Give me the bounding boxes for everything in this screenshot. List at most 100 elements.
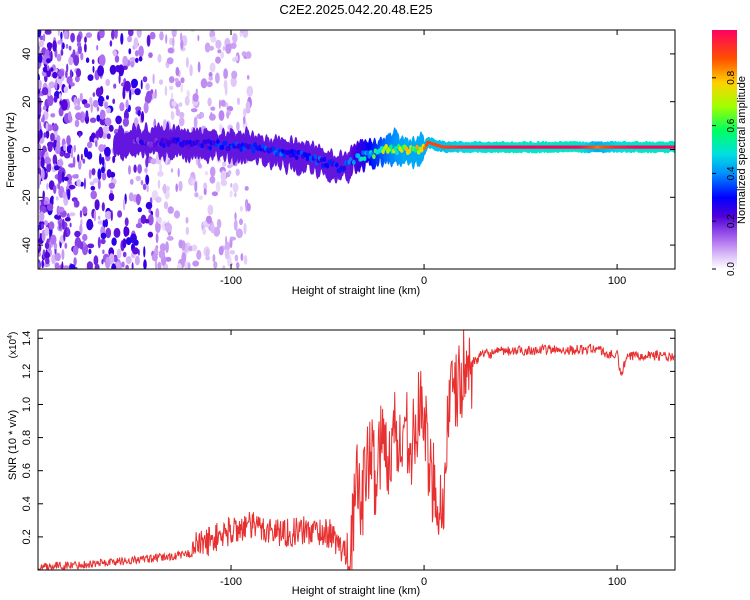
noise-blob (179, 111, 185, 119)
noise-blob (79, 92, 83, 102)
noise-blob (42, 114, 45, 123)
noise-blob (99, 117, 107, 126)
noise-blob (122, 198, 126, 211)
noise-blob (134, 88, 141, 96)
noise-blob (170, 111, 175, 121)
noise-blob (44, 251, 50, 259)
noise-blob (135, 223, 143, 229)
noise-blob (197, 34, 200, 42)
noise-blob (175, 66, 180, 77)
noise-blob (123, 80, 131, 92)
noise-blob (169, 85, 174, 91)
noise-blob (95, 87, 102, 97)
noise-blob (47, 143, 53, 152)
ridge-core (361, 150, 365, 156)
ridge-core (281, 148, 285, 154)
spectrogram-x-ticks: -100 0 100 (220, 30, 626, 287)
noise-blob (68, 264, 76, 269)
noise-blob (101, 202, 105, 212)
noise-blob (63, 152, 71, 159)
noise-blob (159, 243, 166, 252)
noise-blob (155, 232, 159, 244)
noise-blob (159, 31, 164, 41)
noise-blob (90, 190, 97, 200)
noise-blob (235, 228, 243, 239)
spectrogram-x-label: Height of straight line (km) (292, 285, 420, 297)
noise-blob (75, 173, 79, 179)
noise-blob (115, 115, 122, 125)
ridge-core (313, 154, 318, 160)
snr-x-tick-label: -100 (220, 576, 242, 588)
noise-blob (99, 153, 102, 165)
noise-blob (108, 193, 115, 201)
noise-blob (125, 237, 132, 246)
noise-blob (142, 183, 147, 190)
noise-blob (108, 124, 114, 132)
noise-blob (124, 217, 129, 227)
noise-blob (153, 92, 156, 99)
noise-blob (210, 106, 216, 111)
noise-blob (83, 177, 86, 190)
noise-blob (86, 218, 94, 231)
noise-blob (186, 57, 189, 68)
noise-blob (147, 214, 154, 226)
snr-x-tick-label: 0 (421, 576, 427, 588)
noise-blob (61, 261, 64, 269)
noise-blob (245, 101, 251, 112)
noise-blob (57, 206, 65, 213)
noise-blob (125, 99, 129, 109)
ridge-core (271, 146, 276, 152)
noise-blob (146, 184, 149, 193)
noise-blob (91, 168, 96, 176)
noise-blob (171, 100, 177, 107)
noise-blob (62, 42, 65, 50)
noise-blob (82, 233, 88, 242)
ridge-core (393, 146, 398, 152)
noise-blob (79, 210, 83, 218)
noise-blob (170, 168, 174, 173)
noise-blob (180, 83, 184, 94)
ridge-core (395, 150, 399, 156)
noise-blob (149, 31, 156, 40)
noise-blob (46, 42, 53, 49)
noise-blob (85, 57, 90, 63)
noise-blob (90, 185, 96, 191)
noise-blob (45, 258, 50, 265)
ridge-core (424, 143, 429, 147)
noise-blob (243, 255, 248, 265)
noise-blob (74, 105, 81, 111)
noise-blob (151, 253, 158, 262)
noise-blob (59, 150, 65, 157)
noise-blob (170, 92, 174, 100)
noise-blob (84, 43, 87, 53)
noise-blob (38, 159, 42, 168)
noise-blob (234, 212, 237, 221)
noise-blob (41, 87, 49, 96)
noise-blob (93, 210, 97, 222)
noise-blob (97, 215, 101, 220)
noise-blob (142, 76, 148, 83)
noise-blob (77, 97, 80, 107)
noise-blob (239, 30, 245, 34)
ridge-core (322, 156, 327, 162)
noise-blob (104, 218, 109, 228)
noise-blob (106, 169, 112, 178)
spectrogram-panel: -100 0 100 -40 -20 0 20 40 Height of straight … (5, 29, 676, 297)
noise-blob (180, 77, 185, 84)
noise-blob (205, 248, 210, 260)
noise-blob (53, 185, 57, 194)
noise-blob (54, 165, 59, 171)
noise-blob (56, 139, 61, 151)
noise-blob (97, 65, 104, 77)
noise-blob (175, 108, 181, 117)
noise-blob (61, 171, 65, 183)
colorbar-gradient (712, 30, 737, 269)
noise-blob (66, 63, 69, 73)
noise-blob (44, 226, 50, 236)
noise-blob (131, 262, 134, 269)
noise-blob (87, 74, 94, 81)
ridge-core (239, 147, 243, 152)
noise-blob (162, 183, 167, 194)
noise-blob (232, 57, 237, 63)
noise-blob (194, 181, 198, 193)
